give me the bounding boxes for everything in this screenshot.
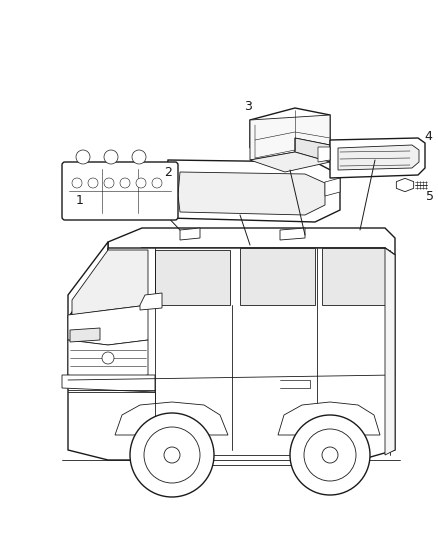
- Polygon shape: [322, 248, 385, 305]
- FancyBboxPatch shape: [62, 162, 178, 220]
- Polygon shape: [68, 340, 148, 382]
- Circle shape: [76, 150, 90, 164]
- Polygon shape: [250, 108, 330, 148]
- Polygon shape: [278, 402, 380, 435]
- Text: 3: 3: [244, 101, 252, 114]
- Polygon shape: [165, 195, 175, 210]
- Circle shape: [102, 352, 114, 364]
- Polygon shape: [155, 455, 360, 465]
- Circle shape: [152, 178, 162, 188]
- Circle shape: [164, 447, 180, 463]
- Polygon shape: [318, 147, 330, 162]
- Polygon shape: [68, 305, 148, 345]
- Text: 1: 1: [76, 193, 84, 206]
- Polygon shape: [178, 172, 325, 215]
- Text: 2: 2: [164, 166, 172, 180]
- Circle shape: [304, 429, 356, 481]
- Polygon shape: [72, 250, 148, 315]
- Circle shape: [88, 178, 98, 188]
- Circle shape: [104, 150, 118, 164]
- Polygon shape: [155, 250, 230, 305]
- Circle shape: [104, 178, 114, 188]
- Polygon shape: [165, 160, 340, 222]
- Polygon shape: [100, 225, 390, 460]
- Text: 4: 4: [424, 131, 432, 143]
- Circle shape: [136, 178, 146, 188]
- Polygon shape: [385, 248, 395, 455]
- Polygon shape: [250, 115, 330, 160]
- Circle shape: [290, 415, 370, 495]
- Polygon shape: [140, 293, 162, 310]
- Polygon shape: [108, 228, 395, 262]
- Polygon shape: [295, 138, 330, 162]
- Polygon shape: [70, 328, 100, 342]
- Polygon shape: [250, 152, 330, 172]
- Circle shape: [322, 447, 338, 463]
- Polygon shape: [68, 248, 395, 460]
- Polygon shape: [115, 402, 228, 435]
- Polygon shape: [240, 248, 315, 305]
- Circle shape: [144, 427, 200, 483]
- Circle shape: [72, 178, 82, 188]
- Polygon shape: [180, 228, 200, 240]
- Polygon shape: [62, 375, 155, 392]
- Polygon shape: [396, 179, 413, 192]
- Text: 5: 5: [426, 190, 434, 203]
- Circle shape: [130, 413, 214, 497]
- Polygon shape: [330, 138, 425, 178]
- Polygon shape: [338, 145, 419, 170]
- Circle shape: [132, 150, 146, 164]
- Polygon shape: [280, 228, 305, 240]
- Polygon shape: [325, 178, 340, 196]
- Circle shape: [120, 178, 130, 188]
- Polygon shape: [68, 242, 108, 318]
